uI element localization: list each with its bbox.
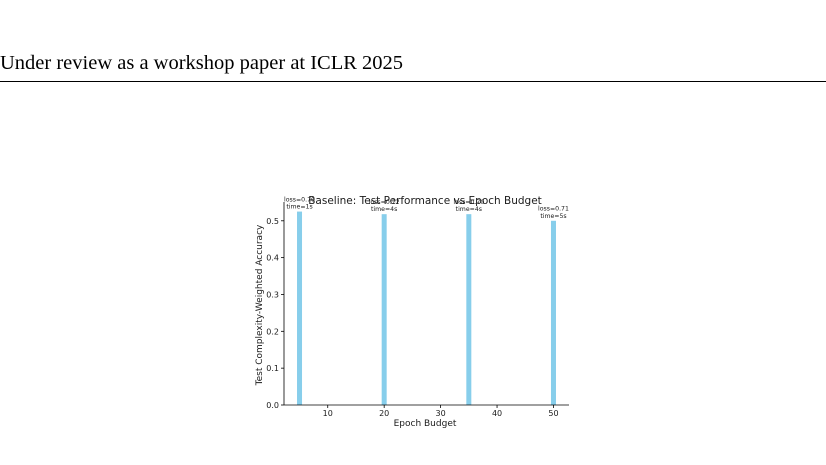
- bar-annotation: time=4s: [456, 206, 482, 213]
- bar-annotation: time=4s: [371, 206, 397, 213]
- page-header: Under review as a workshop paper at ICLR…: [0, 52, 404, 74]
- x-tick-label: 40: [492, 409, 502, 418]
- x-axis-label: Epoch Budget: [394, 419, 457, 429]
- bar: [550, 220, 556, 405]
- y-tick-label: 0.3: [266, 290, 279, 299]
- bar-annotation: time=5s: [540, 213, 566, 220]
- y-tick-label: 0.5: [266, 217, 279, 226]
- bar: [297, 211, 303, 405]
- annotations-layer: loss=0.70time=1sloss=0.72time=4sloss=0.7…: [284, 196, 569, 219]
- axes-layer: 10 20 30 40 50 0.0 0.1 0.2 0.3 0.4 0.5: [266, 202, 569, 418]
- bar-chart: Baseline: Test Performance vs Epoch Budg…: [255, 195, 569, 429]
- header-rule: [0, 81, 826, 82]
- bar: [466, 214, 472, 405]
- y-axis-label: Test Complexity-Weighted Accuracy: [255, 224, 265, 386]
- bar-annotation: loss=0.70: [453, 199, 484, 206]
- bar-annotation: loss=0.71: [538, 206, 569, 213]
- x-tick-label: 50: [548, 409, 558, 418]
- y-tick-label: 0.0: [266, 401, 279, 410]
- y-tick-label: 0.2: [266, 327, 279, 336]
- y-tick-label: 0.4: [266, 254, 279, 263]
- x-tick-label: 30: [436, 409, 446, 418]
- x-tick-label: 20: [379, 409, 389, 418]
- bars-layer: [297, 211, 556, 405]
- figure: Baseline: Test Performance vs Epoch Budg…: [250, 188, 580, 433]
- bar-annotation: loss=0.70: [284, 196, 315, 203]
- x-tick-label: 10: [323, 409, 333, 418]
- bar-annotation: time=1s: [286, 204, 312, 211]
- y-tick-label: 0.1: [266, 364, 279, 373]
- bar: [381, 214, 387, 405]
- chart-title: Baseline: Test Performance vs Epoch Budg…: [308, 195, 542, 207]
- bar-annotation: loss=0.72: [369, 199, 400, 206]
